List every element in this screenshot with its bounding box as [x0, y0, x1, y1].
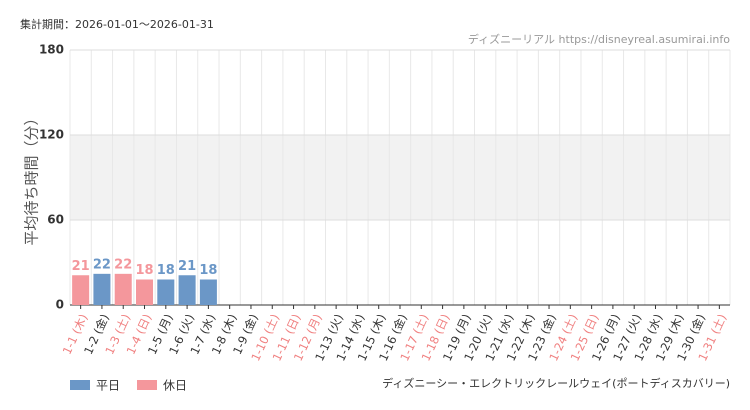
- bar: [178, 275, 196, 305]
- y-tick-label: 120: [39, 128, 64, 142]
- y-axis-label: 平均待ち時間（分）: [23, 110, 41, 245]
- legend-label: 休日: [163, 379, 187, 393]
- value-label: 18: [135, 263, 153, 278]
- legend-label: 平日: [96, 379, 120, 393]
- source: ディズニーリアル https://disneyreal.asumirai.inf…: [468, 32, 730, 46]
- value-label: 21: [178, 259, 196, 274]
- y-tick-label: 180: [39, 43, 64, 57]
- value-label: 21: [72, 259, 90, 274]
- value-label: 22: [93, 257, 111, 272]
- caption: ディズニーシー・エレクトリックレールウェイ(ポートディスカバリー): [382, 376, 730, 390]
- bar: [136, 279, 154, 305]
- value-label: 22: [114, 257, 132, 272]
- value-label: 18: [199, 263, 217, 278]
- band: [70, 135, 730, 220]
- bar: [93, 273, 111, 305]
- y-tick-label: 0: [56, 298, 64, 312]
- legend-swatch: [70, 380, 90, 390]
- bar: [157, 279, 175, 305]
- legend-swatch: [137, 380, 157, 390]
- bar: [72, 275, 90, 305]
- value-label: 18: [157, 263, 175, 278]
- y-tick-label: 60: [47, 213, 64, 227]
- bar: [199, 279, 217, 305]
- bar: [114, 273, 132, 305]
- subtitle: 集計期間：2026-01-01～2026-01-31: [20, 17, 214, 31]
